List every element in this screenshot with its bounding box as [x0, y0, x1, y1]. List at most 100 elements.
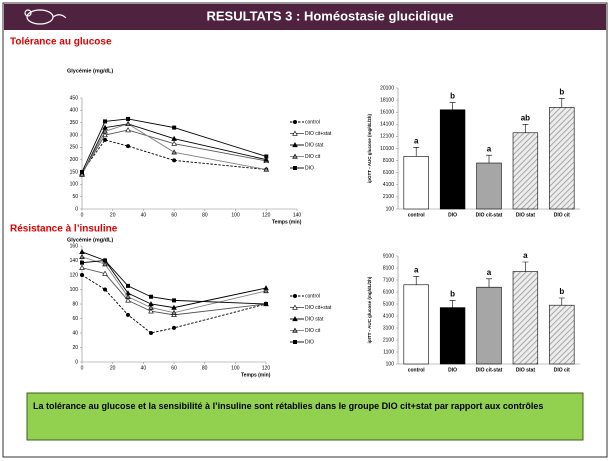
series-line	[81, 256, 267, 314]
x-tick-label: 20	[110, 365, 116, 371]
marker	[171, 140, 177, 146]
chart-title: Glycémie (mg/dL)	[67, 237, 113, 243]
x-tick-label: 0	[81, 212, 84, 218]
marker	[171, 135, 177, 141]
error-bar	[449, 102, 456, 110]
marker	[172, 158, 177, 163]
y-tick-label: 20	[72, 345, 78, 351]
error-bar	[522, 261, 529, 272]
y-tick-label: 8100	[383, 265, 394, 271]
x-tick-label: 60	[171, 365, 177, 371]
legend-label: DIO cit+stat	[305, 131, 332, 137]
y-tick-label: 6100	[383, 170, 394, 176]
series-line	[81, 251, 267, 309]
y-axis-label: ipITT - AUC glucose (mg/dL/2h)	[367, 276, 372, 343]
marker	[172, 325, 176, 330]
y-tick-label: 10100	[380, 146, 394, 152]
marker	[102, 132, 108, 138]
marker	[171, 309, 177, 315]
series-line	[81, 274, 267, 334]
marker	[103, 258, 107, 263]
y-tick-label: 350	[70, 120, 79, 126]
legend-label: DIO	[305, 165, 314, 171]
marker	[126, 144, 131, 149]
error-bar	[558, 97, 565, 108]
marker	[80, 170, 84, 174]
series-line	[81, 139, 267, 173]
marker	[80, 273, 84, 277]
marker	[125, 120, 131, 127]
y-tick-label: 120	[70, 272, 79, 278]
significance-label: a	[414, 136, 419, 145]
bar	[549, 107, 575, 210]
marker	[263, 156, 270, 162]
y-tick-label: 0	[75, 359, 78, 365]
conclusion-text: La tolérance au glucose et la sensibilit…	[33, 401, 544, 411]
x-tick-label: control	[408, 367, 426, 373]
marker	[103, 287, 107, 292]
section-title: Tolérance au glucose	[10, 37, 112, 48]
legend-label: control	[305, 293, 320, 299]
error-bar	[449, 300, 456, 308]
header-title: RESULTATS 3 : Homéostasie glucidique	[206, 8, 453, 23]
legend-marker	[293, 340, 297, 344]
y-tick-label: 2100	[383, 194, 394, 200]
significance-label: a	[487, 268, 492, 277]
marker	[125, 293, 131, 299]
y-tick-label: 150	[70, 169, 79, 175]
marker	[79, 248, 85, 254]
bar	[476, 162, 502, 210]
y-tick-label: 4100	[383, 313, 394, 319]
x-tick-label: DIO cit-stat	[476, 212, 503, 218]
y-tick-label: 300	[70, 132, 79, 138]
error-bar	[522, 124, 529, 133]
y-tick-label: 100	[70, 182, 79, 188]
y-tick-label: 5100	[383, 301, 394, 307]
y-tick-label: 1100	[383, 349, 394, 355]
legend-marker	[293, 166, 297, 170]
bar	[512, 132, 539, 210]
marker	[125, 127, 131, 133]
x-tick-label: 140	[293, 212, 302, 218]
y-tick-label: 16100	[380, 110, 394, 116]
y-tick-label: 9100	[383, 253, 394, 259]
legend-marker	[293, 120, 297, 124]
bar	[512, 271, 539, 365]
y-tick-label: 40	[72, 330, 78, 336]
legend-marker	[292, 316, 298, 322]
x-axis-label: Temps (min)	[241, 372, 271, 378]
significance-label: b	[450, 92, 455, 101]
bar	[403, 284, 429, 365]
marker	[263, 288, 269, 294]
marker	[80, 260, 84, 265]
x-tick-label: 40	[141, 365, 147, 371]
marker	[264, 154, 269, 159]
x-tick-label: 80	[202, 212, 208, 218]
x-tick-label: control	[408, 212, 426, 218]
marker	[172, 298, 176, 303]
error-bar	[558, 297, 565, 306]
marker	[102, 270, 108, 276]
header-bar	[4, 4, 606, 30]
significance-label: a	[523, 251, 528, 260]
y-tick-label: 100	[386, 361, 395, 367]
series-line	[81, 260, 267, 305]
legend-label: DIO cit	[305, 154, 321, 160]
y-axis-label: ipGTT - AUC glucose (mg/dL/2h)	[367, 113, 372, 183]
marker	[149, 331, 153, 335]
marker	[79, 171, 85, 177]
x-tick-label: 0	[81, 365, 84, 371]
y-tick-label: 7100	[383, 277, 394, 283]
marker	[171, 304, 177, 310]
x-tick-label: DIO	[448, 212, 457, 218]
significance-label: b	[559, 287, 564, 296]
significance-label: b	[559, 87, 564, 96]
y-tick-label: 4100	[383, 182, 394, 188]
legend-marker	[292, 327, 298, 333]
x-tick-label: 40	[141, 212, 147, 218]
marker	[126, 283, 130, 288]
bar	[403, 156, 429, 210]
legend-marker	[292, 304, 298, 310]
y-tick-label: 200	[70, 157, 79, 163]
